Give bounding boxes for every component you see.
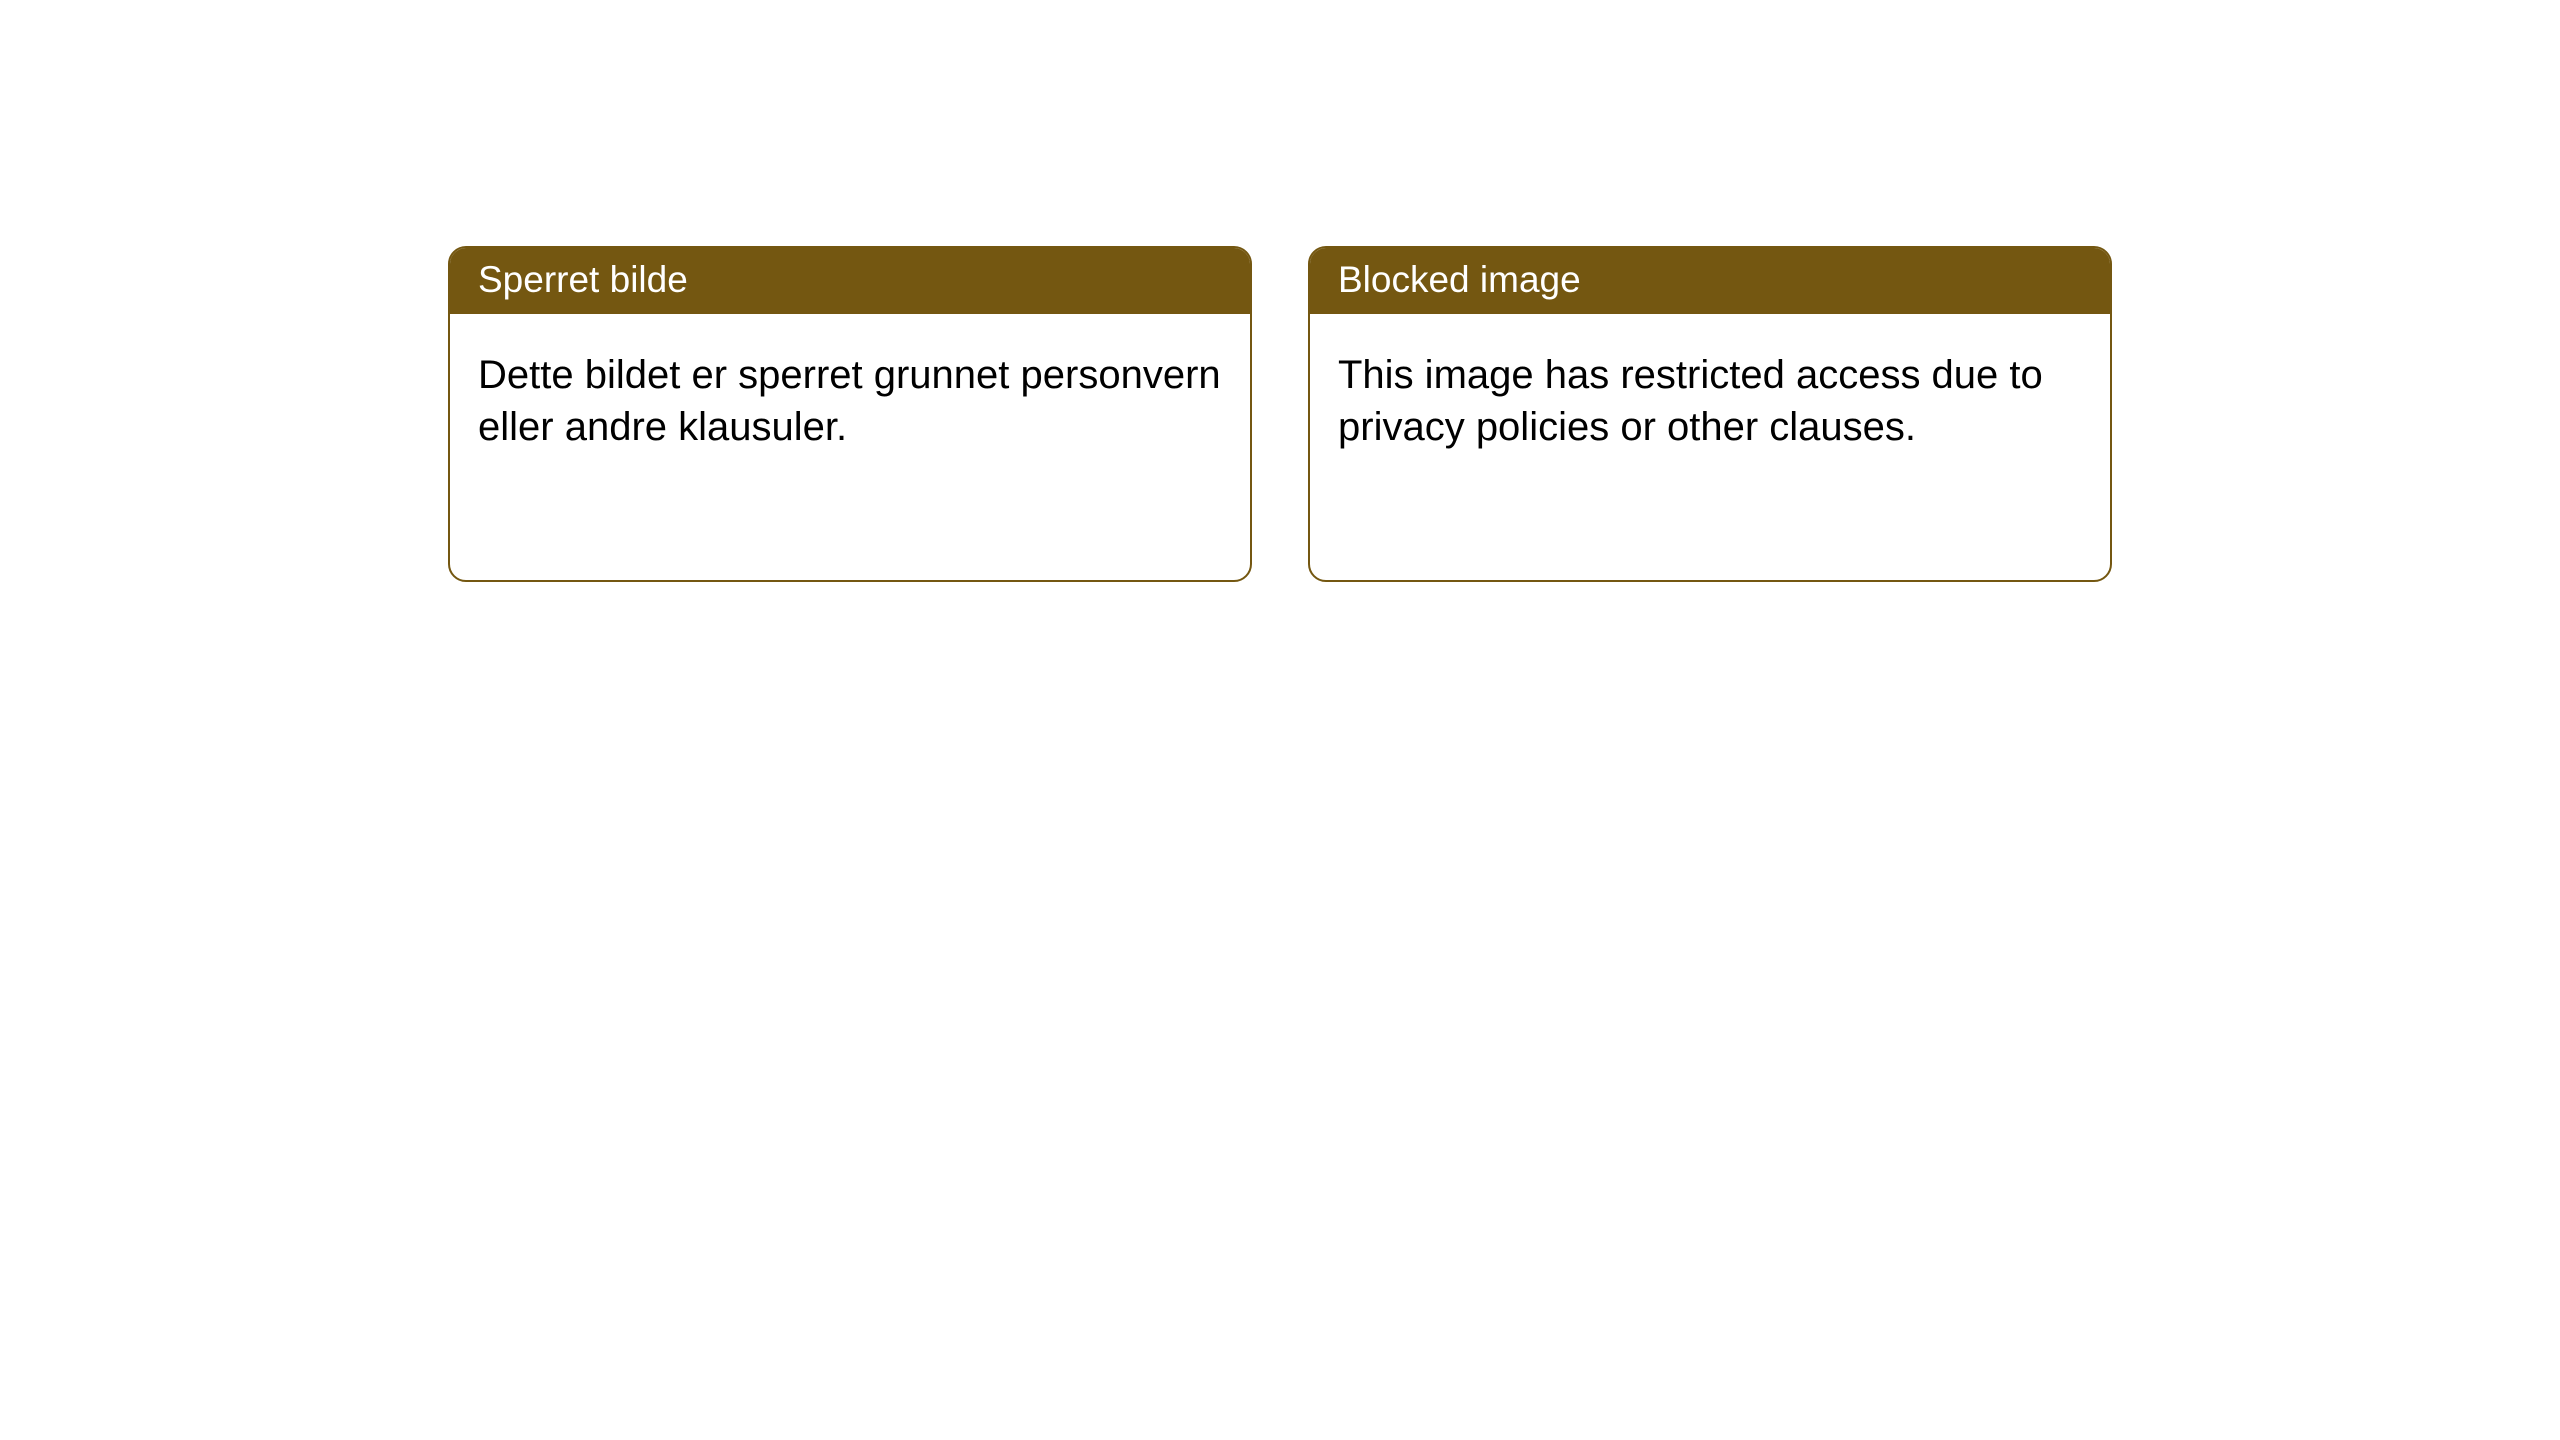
- notice-title-english: Blocked image: [1310, 248, 2110, 314]
- notice-body-english: This image has restricted access due to …: [1310, 314, 2110, 480]
- notice-body-norwegian: Dette bildet er sperret grunnet personve…: [450, 314, 1250, 480]
- notice-box-english: Blocked image This image has restricted …: [1308, 246, 2112, 582]
- notice-container: Sperret bilde Dette bildet er sperret gr…: [448, 246, 2112, 582]
- notice-box-norwegian: Sperret bilde Dette bildet er sperret gr…: [448, 246, 1252, 582]
- notice-title-norwegian: Sperret bilde: [450, 248, 1250, 314]
